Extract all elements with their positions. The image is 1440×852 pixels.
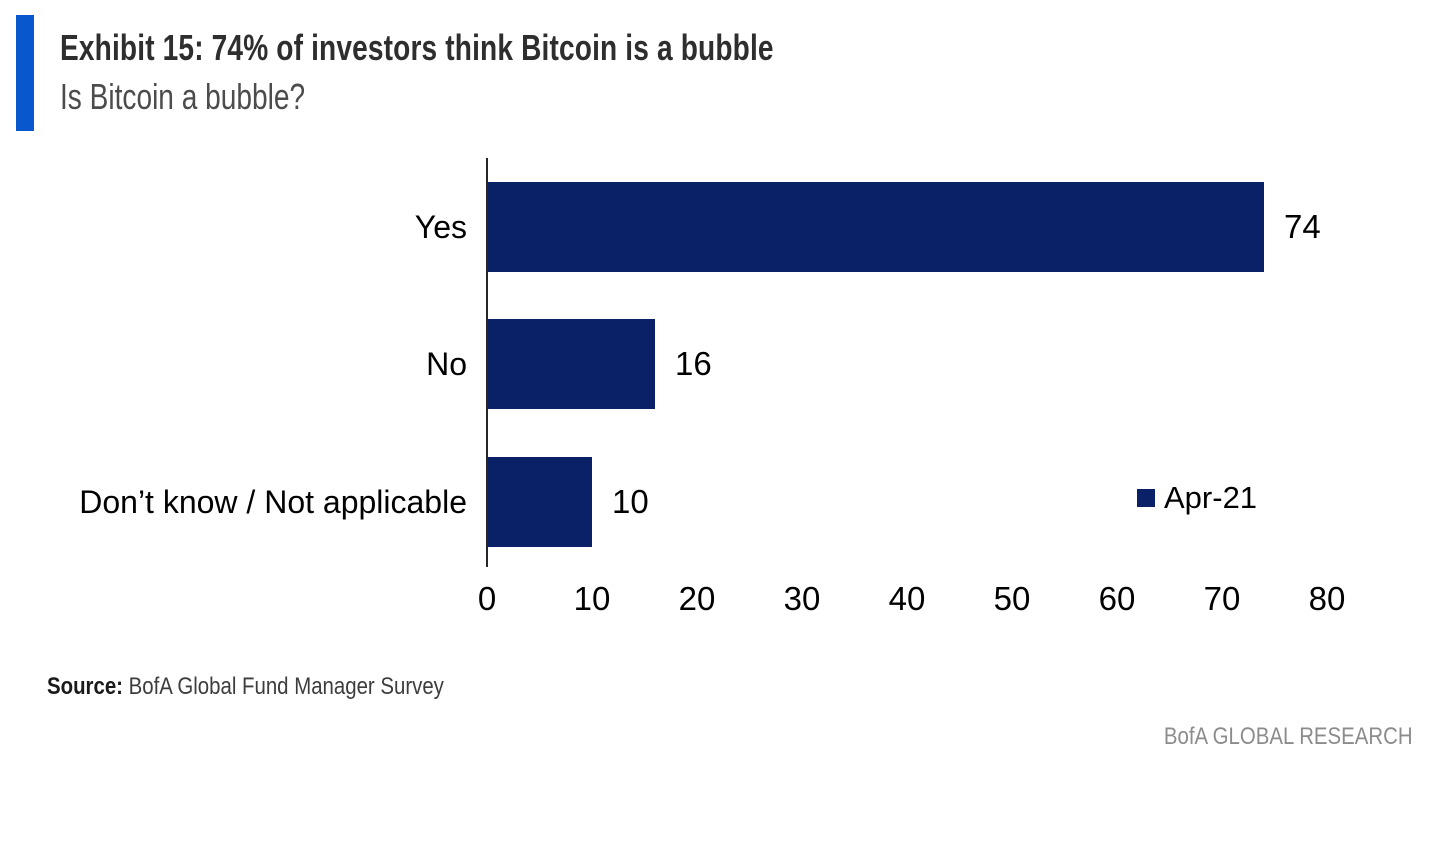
- legend-swatch: [1137, 489, 1155, 507]
- x-tick-label: 60: [1098, 580, 1136, 617]
- x-tick-label: 10: [573, 580, 611, 617]
- bar-row: Yes 74: [0, 181, 1440, 272]
- legend-label: Apr-21: [1164, 480, 1258, 515]
- source-text: BofA Global Fund Manager Survey: [128, 673, 444, 700]
- data-bar: [487, 319, 655, 410]
- category-label: Don’t know / Not applicable: [79, 483, 467, 520]
- x-tick-label: 40: [888, 580, 926, 617]
- x-tick-label: 70: [1203, 580, 1241, 617]
- category-label: No: [426, 346, 467, 383]
- brand-line: BofA GLOBAL RESEARCH: [1164, 723, 1413, 750]
- bar-row: No 16: [0, 319, 1440, 410]
- category-label: Yes: [414, 208, 467, 245]
- y-axis-line: [486, 158, 488, 567]
- x-tick-label: 80: [1308, 580, 1346, 617]
- bar-row: Don’t know / Not applicable 10: [0, 456, 1440, 547]
- source-line: Source: BofA Global Fund Manager Survey: [47, 672, 444, 702]
- data-bar: [487, 456, 592, 547]
- exhibit-title: Exhibit 15: 74% of investors think Bitco…: [60, 27, 774, 68]
- legend: Apr-21: [1137, 480, 1258, 515]
- x-tick-label: 20: [678, 580, 716, 617]
- x-tick-label: 0: [477, 580, 497, 617]
- accent-bar: [16, 15, 34, 131]
- data-bar: [487, 181, 1264, 272]
- value-label: 74: [1284, 207, 1321, 245]
- source-label: Source:: [47, 673, 123, 700]
- x-tick-label: 30: [783, 580, 821, 617]
- chart-subtitle: Is Bitcoin a bubble?: [60, 76, 306, 117]
- value-label: 10: [612, 482, 649, 520]
- x-tick-label: 50: [993, 580, 1031, 617]
- value-label: 16: [675, 345, 712, 383]
